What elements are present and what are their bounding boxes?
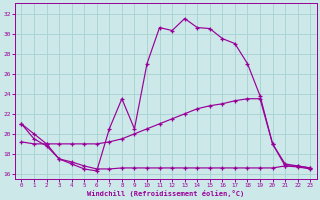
X-axis label: Windchill (Refroidissement éolien,°C): Windchill (Refroidissement éolien,°C) — [87, 190, 244, 197]
